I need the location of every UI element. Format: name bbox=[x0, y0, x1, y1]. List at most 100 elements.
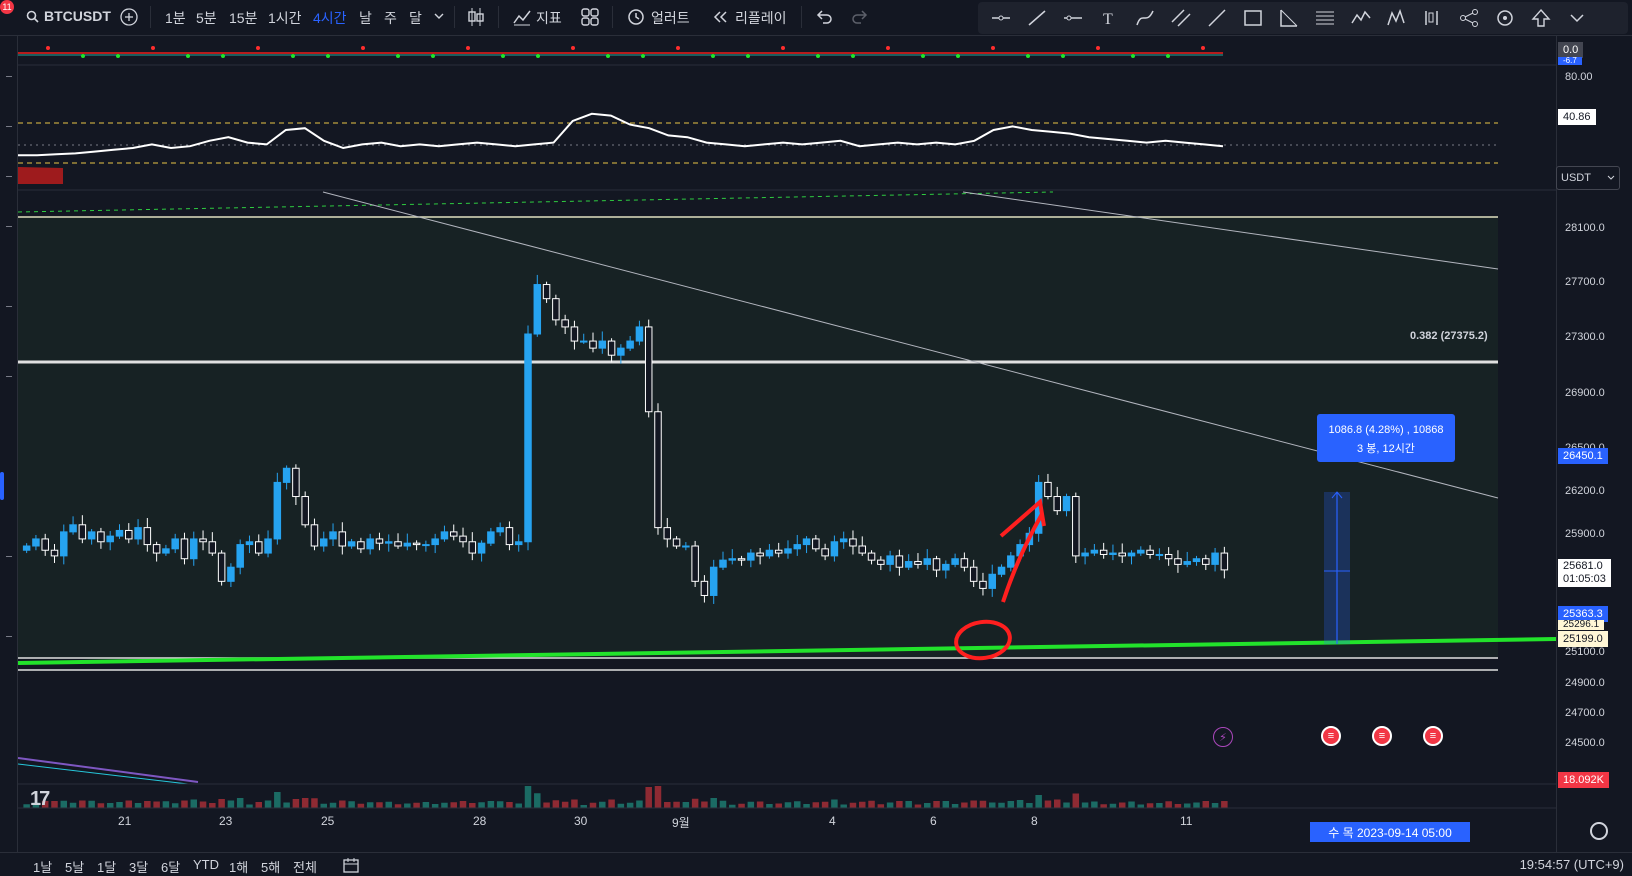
indicators-icon[interactable] bbox=[512, 7, 532, 27]
range-1y[interactable]: 1해 bbox=[229, 860, 249, 875]
layout-grid-icon[interactable] bbox=[581, 8, 599, 26]
range-6m[interactable]: 6달 bbox=[161, 860, 181, 875]
calendar-goto-icon[interactable] bbox=[342, 856, 360, 874]
replay-button[interactable]: 리플레이 bbox=[735, 10, 787, 26]
candle-body bbox=[830, 541, 839, 557]
price-scale[interactable]: 0.0 -6.7 80.00 40.86 28100.0 27700.0 273… bbox=[1556, 36, 1632, 852]
candle-body bbox=[914, 561, 922, 565]
candle-body bbox=[338, 531, 347, 547]
candle-body bbox=[366, 538, 374, 550]
lightning-event-icon[interactable]: ⚡ bbox=[1213, 727, 1233, 747]
descending-trendline-2 bbox=[962, 191, 1499, 270]
notification-badge[interactable]: 11 bbox=[0, 0, 14, 14]
volume-bar bbox=[617, 803, 625, 808]
candle-body bbox=[969, 566, 978, 582]
range-ytd[interactable]: YTD bbox=[193, 857, 219, 872]
date-label: 11 bbox=[1180, 814, 1193, 828]
compare-add-icon[interactable] bbox=[119, 7, 139, 27]
text-tool-icon[interactable]: T bbox=[1098, 8, 1120, 28]
timeframe-5m[interactable]: 5분 bbox=[196, 10, 217, 26]
indicator-dot bbox=[186, 54, 190, 58]
volume-bar bbox=[896, 801, 903, 808]
range-all[interactable]: 전체 bbox=[293, 860, 317, 875]
timeframe-1m[interactable]: 1분 bbox=[165, 10, 186, 26]
indicator-dot bbox=[1201, 46, 1205, 50]
volume-bar bbox=[227, 800, 235, 808]
indicator-dot bbox=[851, 54, 855, 58]
share-tool-icon[interactable] bbox=[1458, 8, 1480, 28]
time-axis[interactable]: 21 23 25 28 30 9월 4 6 8 11 bbox=[18, 810, 1556, 832]
forecast-tool-icon[interactable] bbox=[1422, 8, 1444, 28]
rectangle-tool-icon[interactable] bbox=[1242, 8, 1264, 28]
chart-area[interactable] bbox=[18, 36, 1556, 852]
us-flag-event-icon[interactable]: ≡ bbox=[1423, 726, 1443, 746]
price-chart[interactable] bbox=[18, 36, 1556, 852]
volume-bar bbox=[961, 802, 968, 808]
price-label: 28100.0 bbox=[1565, 222, 1605, 234]
symbol-search[interactable]: BTCUSDT bbox=[26, 8, 111, 24]
volume-bar bbox=[264, 800, 272, 808]
chevron-down-icon[interactable] bbox=[1566, 8, 1588, 28]
undo-icon[interactable] bbox=[815, 9, 833, 25]
volume-bar bbox=[441, 802, 448, 808]
candle-body bbox=[904, 561, 913, 568]
volume-bar bbox=[60, 800, 68, 808]
volume-bar bbox=[868, 800, 875, 808]
timeframe-day[interactable]: 날 bbox=[359, 10, 372, 26]
candle-type-icon[interactable] bbox=[466, 6, 486, 28]
ray-tool-icon[interactable] bbox=[1206, 8, 1228, 28]
green-dashed-line bbox=[18, 191, 1054, 213]
candle-body bbox=[394, 541, 402, 547]
volume-bar bbox=[236, 798, 244, 808]
range-5d[interactable]: 5날 bbox=[65, 860, 85, 875]
alert-button[interactable]: 얼러트 bbox=[651, 10, 690, 26]
clock-timezone[interactable]: 19:54:57 (UTC+9) bbox=[1519, 857, 1624, 872]
candle-body bbox=[1053, 496, 1061, 512]
range-3m[interactable]: 3달 bbox=[129, 860, 149, 875]
measure-line-2: 3 봉, 12시간 bbox=[1357, 443, 1415, 455]
chevron-down-icon[interactable] bbox=[434, 12, 444, 20]
volume-bar bbox=[218, 799, 225, 808]
gear-icon[interactable] bbox=[1590, 822, 1608, 840]
timeframe-4h[interactable]: 4시간 bbox=[313, 10, 347, 26]
indicators-button[interactable]: 지표 bbox=[536, 10, 562, 26]
brush-tool-icon[interactable] bbox=[1494, 8, 1516, 28]
redo-icon[interactable] bbox=[851, 9, 869, 25]
indicator-dot bbox=[46, 46, 50, 50]
date-label: 6 bbox=[930, 814, 937, 828]
timeframe-month[interactable]: 달 bbox=[409, 10, 422, 26]
date-label: 8 bbox=[1031, 814, 1038, 828]
currency-select[interactable]: USDT bbox=[1556, 166, 1620, 190]
arrow-up-tool-icon[interactable] bbox=[1530, 8, 1552, 28]
angle-tool-icon[interactable] bbox=[1278, 8, 1300, 28]
fib-retracement-tool-icon[interactable] bbox=[1314, 8, 1336, 28]
horizontal-line-tool-icon[interactable] bbox=[990, 8, 1012, 28]
timeframe-1h[interactable]: 1시간 bbox=[268, 10, 302, 26]
pattern-tool-icon[interactable] bbox=[1350, 8, 1372, 28]
replay-rewind-icon[interactable] bbox=[712, 10, 728, 24]
chevron-down-icon bbox=[1607, 175, 1615, 180]
range-1d[interactable]: 1날 bbox=[33, 860, 53, 875]
candle-body bbox=[1164, 553, 1173, 560]
trendline-tool-icon[interactable] bbox=[1026, 8, 1048, 28]
volume-bar bbox=[682, 802, 690, 808]
range-1m[interactable]: 1달 bbox=[97, 860, 117, 875]
rsi-oversold-fill bbox=[18, 167, 63, 184]
us-flag-event-icon[interactable]: ≡ bbox=[1372, 726, 1392, 746]
candle-body bbox=[32, 538, 40, 547]
volume-bar bbox=[803, 804, 810, 808]
volume-bar bbox=[905, 801, 912, 808]
candle-body bbox=[468, 541, 477, 554]
range-5y[interactable]: 5해 bbox=[261, 860, 281, 875]
path-tool-icon[interactable] bbox=[1134, 8, 1156, 28]
timeframe-week[interactable]: 주 bbox=[384, 10, 397, 26]
elliott-wave-tool-icon[interactable] bbox=[1386, 8, 1408, 28]
candle-body bbox=[617, 347, 625, 356]
alert-clock-icon[interactable] bbox=[626, 7, 646, 27]
horizontal-ray-tool-icon[interactable] bbox=[1062, 8, 1084, 28]
volume-bar bbox=[747, 801, 755, 808]
parallel-channel-tool-icon[interactable] bbox=[1170, 8, 1192, 28]
left-toolbar-active-item[interactable] bbox=[0, 472, 4, 500]
timeframe-15m[interactable]: 15분 bbox=[229, 10, 258, 26]
us-flag-event-icon[interactable]: ≡ bbox=[1321, 726, 1341, 746]
